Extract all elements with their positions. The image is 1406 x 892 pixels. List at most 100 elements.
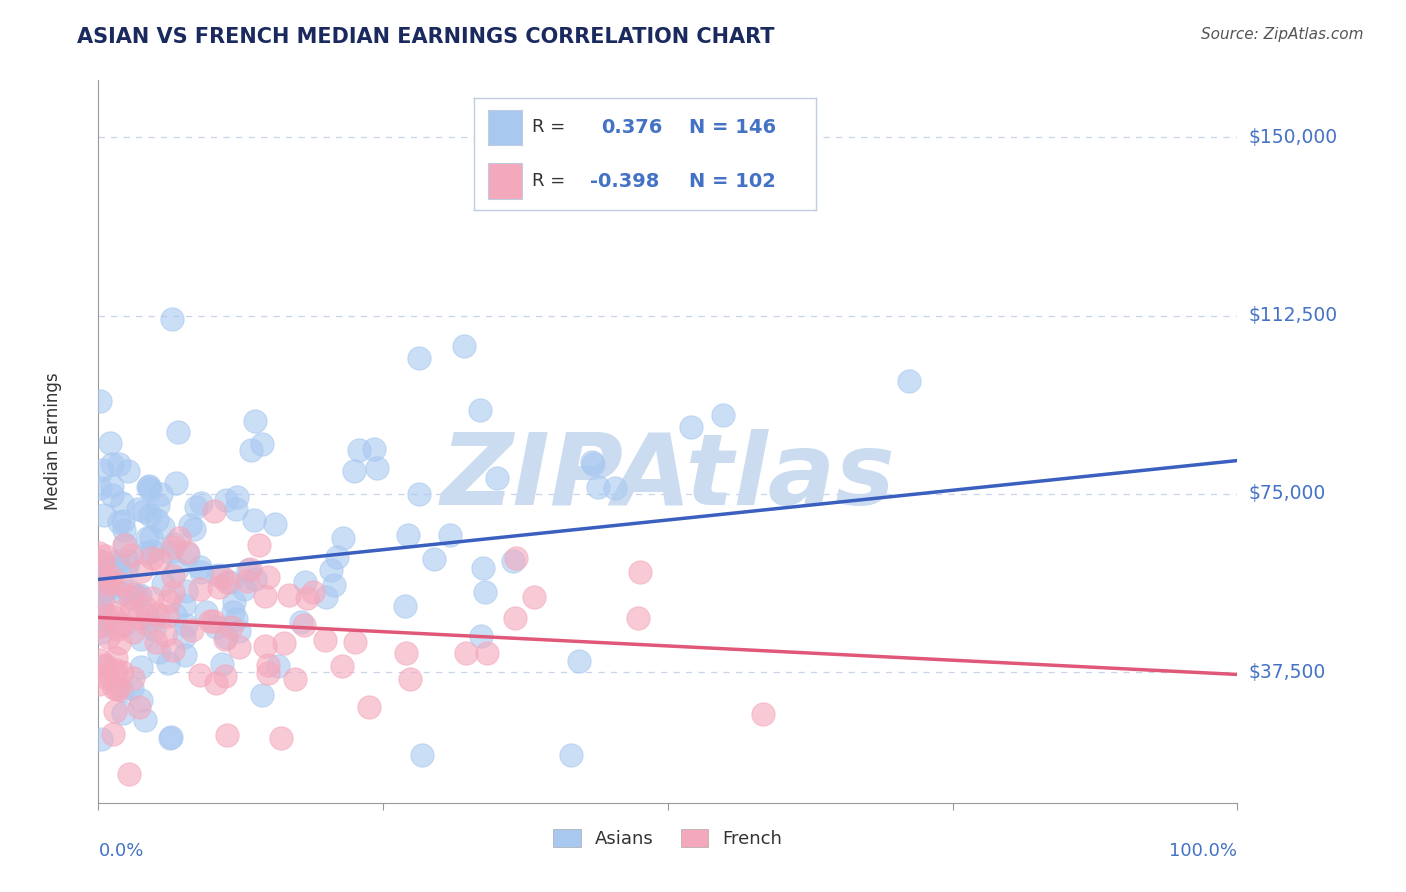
Point <box>157 656 180 670</box>
Point <box>243 414 266 428</box>
Point <box>104 663 127 677</box>
Point <box>628 565 651 579</box>
Point <box>173 630 195 644</box>
Point <box>117 553 139 567</box>
Point <box>90 600 112 615</box>
Point <box>326 549 349 564</box>
Point <box>94 657 117 672</box>
Point <box>100 569 122 583</box>
Point <box>252 437 274 451</box>
Point <box>107 622 129 636</box>
Point <box>254 590 277 604</box>
Point <box>264 516 287 531</box>
Point <box>273 635 295 649</box>
Text: ASIAN VS FRENCH MEDIAN EARNINGS CORRELATION CHART: ASIAN VS FRENCH MEDIAN EARNINGS CORRELAT… <box>77 27 775 46</box>
Point <box>141 544 163 558</box>
Point <box>152 577 174 591</box>
Point <box>107 605 129 619</box>
Point <box>138 508 160 522</box>
Point <box>505 550 527 565</box>
Point <box>159 730 181 744</box>
Text: $112,500: $112,500 <box>1249 306 1337 325</box>
Point <box>90 593 112 607</box>
Point <box>87 677 110 691</box>
Point <box>129 632 152 646</box>
Point <box>239 443 262 458</box>
Point <box>141 613 163 627</box>
Point <box>111 514 134 528</box>
Point <box>247 538 270 552</box>
Point <box>366 460 388 475</box>
Point <box>195 605 218 619</box>
Point <box>94 559 117 574</box>
Point <box>87 553 110 567</box>
Point <box>239 562 262 576</box>
Point <box>93 569 115 583</box>
Point <box>173 599 195 613</box>
Point <box>257 665 280 680</box>
Point <box>292 617 315 632</box>
Point <box>221 605 243 619</box>
Point <box>315 591 337 605</box>
Point <box>214 632 236 646</box>
Point <box>468 403 491 417</box>
Point <box>301 584 323 599</box>
Point <box>87 606 110 620</box>
Point <box>121 625 143 640</box>
Point <box>90 463 112 477</box>
Point <box>139 483 162 497</box>
Point <box>332 531 354 545</box>
Point <box>343 634 366 648</box>
Point <box>152 520 174 534</box>
Point <box>132 504 155 518</box>
Point <box>211 570 233 584</box>
Point <box>118 766 141 780</box>
Point <box>257 658 280 673</box>
Point <box>94 608 117 623</box>
Point <box>90 732 112 747</box>
Text: $150,000: $150,000 <box>1249 128 1337 147</box>
Point <box>111 706 134 720</box>
Point <box>603 481 626 495</box>
Point <box>127 502 149 516</box>
Point <box>347 442 370 457</box>
Point <box>108 516 131 530</box>
Point <box>897 374 920 388</box>
Point <box>108 636 131 650</box>
Point <box>582 457 605 471</box>
Text: Source: ZipAtlas.com: Source: ZipAtlas.com <box>1201 27 1364 42</box>
Point <box>180 623 202 637</box>
Text: 100.0%: 100.0% <box>1170 842 1237 860</box>
Point <box>711 408 734 422</box>
Point <box>202 504 225 518</box>
Point <box>89 653 111 667</box>
Point <box>128 699 150 714</box>
Point <box>243 513 266 527</box>
Point <box>314 632 336 647</box>
Point <box>128 588 150 602</box>
Point <box>243 572 266 586</box>
Text: $75,000: $75,000 <box>1249 484 1326 503</box>
Point <box>100 479 122 493</box>
Point <box>751 706 773 721</box>
Point <box>145 513 167 527</box>
Text: ZIPAtlas: ZIPAtlas <box>440 429 896 526</box>
Point <box>148 645 170 659</box>
Point <box>103 666 125 681</box>
Point <box>217 575 239 590</box>
Point <box>179 518 201 533</box>
Point <box>250 688 273 702</box>
Point <box>148 553 170 567</box>
Point <box>129 564 152 578</box>
Point <box>127 590 149 604</box>
Point <box>89 481 111 495</box>
Point <box>162 540 184 554</box>
Point <box>253 639 276 653</box>
Point <box>226 490 249 504</box>
Point <box>103 609 125 624</box>
Point <box>567 654 589 668</box>
Point <box>188 582 211 596</box>
Point <box>110 618 132 632</box>
Point <box>398 673 420 687</box>
Point <box>146 607 169 621</box>
